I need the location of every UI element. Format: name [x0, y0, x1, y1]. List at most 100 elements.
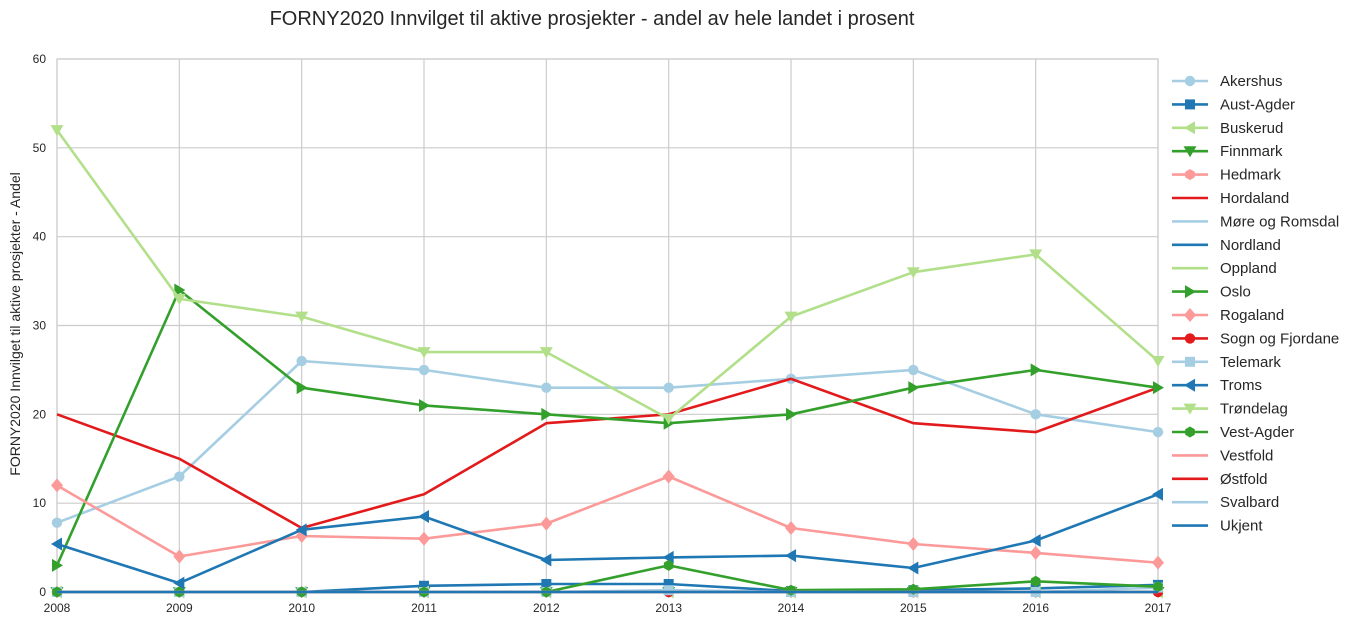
legend-label: Hordaland: [1220, 190, 1289, 207]
data-point: [662, 413, 676, 425]
data-point: [418, 509, 429, 523]
legend-marker: [1184, 75, 1196, 87]
legend-label: Ukjent: [1220, 518, 1263, 535]
legend-item: Buskerud: [1172, 120, 1283, 137]
y-tick-label: 20: [33, 407, 47, 421]
x-tick-label: 2016: [1022, 601, 1049, 615]
legend-label: Buskerud: [1220, 120, 1283, 137]
legend-item: Vestfold: [1172, 447, 1273, 464]
legend-marker: [1184, 121, 1195, 135]
y-tick-label: 50: [33, 141, 47, 155]
series-path: [56, 493, 1159, 585]
data-point: [1153, 381, 1164, 395]
legend-item: Sogn og Fjordane: [1172, 330, 1339, 347]
series-path: [56, 377, 1159, 530]
x-tick-label: 2009: [166, 601, 193, 615]
data-point: [296, 381, 308, 395]
data-point: [1029, 533, 1041, 547]
legend-item: Hordaland: [1172, 190, 1289, 207]
x-tick-label: 2010: [288, 601, 315, 615]
x-tick-label: 2008: [44, 601, 71, 615]
y-axis-label: FORNY2020 Innvilget til aktive prosjekte…: [7, 172, 23, 475]
legend-label: Nordland: [1220, 237, 1281, 254]
data-point: [172, 293, 186, 305]
data-point: [908, 381, 920, 395]
series-line: [56, 377, 1159, 530]
legend-marker: [1184, 378, 1195, 392]
legend-item: Møre og Romsdal: [1172, 213, 1339, 230]
legend-marker: [1183, 146, 1197, 158]
data-point: [541, 382, 552, 393]
data-point: [785, 549, 796, 563]
legend-item: Akershus: [1172, 73, 1283, 90]
x-tick-label: 2015: [900, 601, 927, 615]
data-point: [1152, 487, 1163, 501]
data-point: [296, 355, 307, 367]
data-point: [1152, 555, 1164, 570]
y-tick-label: 0: [39, 585, 46, 599]
y-tick-label: 60: [33, 52, 47, 66]
legend-label: Svalbard: [1220, 494, 1279, 511]
legend-label: Vest-Agder: [1220, 424, 1294, 441]
legend-marker: [1185, 99, 1195, 110]
data-point: [907, 561, 919, 575]
legend-marker: [1184, 308, 1196, 322]
data-point: [541, 407, 553, 421]
series-path: [55, 288, 1159, 566]
legend-label: Møre og Romsdal: [1220, 213, 1339, 230]
data-point: [663, 382, 674, 393]
series-line: [51, 355, 1164, 528]
data-point: [1029, 545, 1042, 560]
x-tick-label: 2012: [533, 601, 560, 615]
data-point: [906, 267, 920, 279]
legend-item: Vest-Agder: [1172, 424, 1294, 441]
data-point: [1029, 249, 1043, 261]
legend-label: Trøndelag: [1220, 401, 1288, 418]
data-point: [173, 576, 185, 590]
series-line: [50, 125, 1165, 425]
data-point: [295, 311, 309, 323]
data-point: [540, 553, 552, 567]
data-point: [786, 407, 797, 421]
legend-label: Oslo: [1220, 284, 1251, 301]
data-point: [419, 580, 429, 591]
series-line: [51, 487, 1163, 590]
data-point: [785, 521, 797, 536]
data-point: [1153, 581, 1163, 593]
data-point: [419, 398, 430, 412]
legend: Akershus Aust-Agder Buskerud Finnmark Hedmar…: [1172, 73, 1339, 535]
legend-marker: [1185, 285, 1196, 299]
legend-label: Oppland: [1220, 260, 1277, 277]
data-point: [50, 125, 64, 137]
data-point: [908, 364, 919, 376]
data-point: [540, 516, 553, 531]
data-point: [174, 283, 186, 297]
legend-item: Østfold: [1172, 471, 1268, 488]
data-point: [1030, 575, 1041, 587]
data-point: [541, 579, 552, 590]
x-tick-label: 2017: [1145, 601, 1172, 615]
data-point: [174, 471, 185, 482]
data-point: [1030, 363, 1042, 377]
data-point: [52, 558, 63, 572]
legend-item: Ukjent: [1172, 518, 1263, 535]
data-point: [663, 559, 674, 571]
data-point: [662, 550, 674, 564]
legend-item: Aust-Agder: [1172, 96, 1295, 113]
data-point: [51, 517, 63, 528]
legend-item: Nordland: [1172, 237, 1281, 254]
data-point: [51, 478, 63, 493]
legend-item: Telemark: [1172, 354, 1281, 371]
y-tick-label: 10: [33, 496, 47, 510]
legend-marker: [1185, 169, 1195, 181]
series-line: [52, 283, 1164, 572]
data-point: [663, 579, 674, 590]
data-point: [51, 537, 62, 551]
data-point: [417, 347, 431, 359]
legend-marker: [1185, 426, 1195, 438]
legend-item: Oppland: [1172, 260, 1277, 277]
legend-label: Aust-Agder: [1220, 96, 1295, 113]
legend-label: Vestfold: [1220, 447, 1273, 464]
data-point: [1152, 426, 1164, 438]
